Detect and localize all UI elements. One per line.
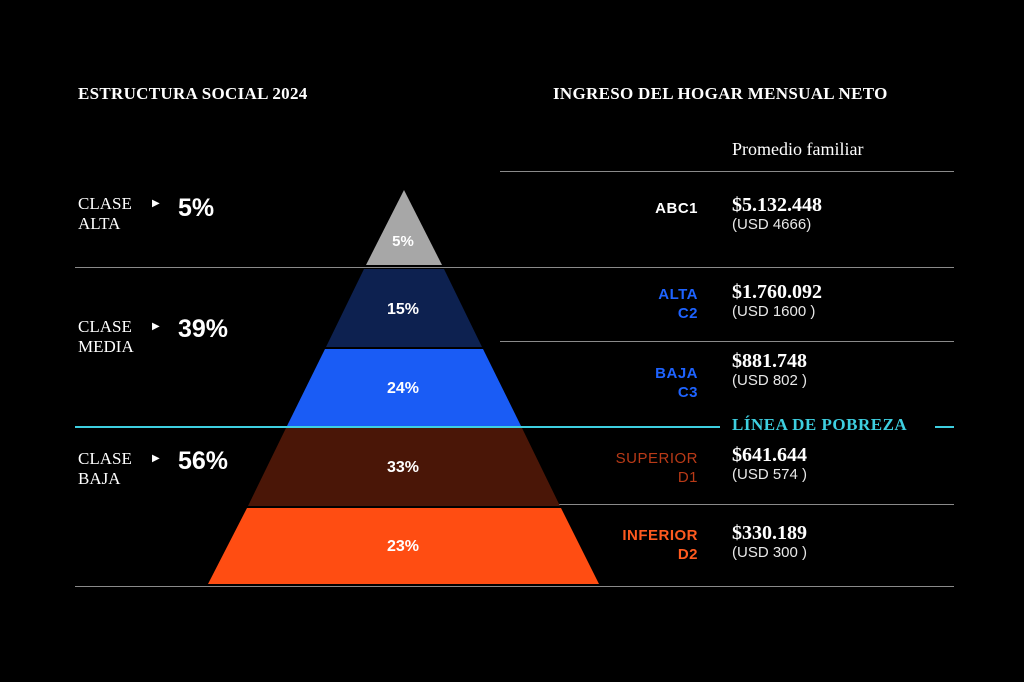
divider-c2-c3 — [500, 341, 954, 342]
amount-c2: $1.760.092 — [732, 281, 822, 303]
class-baja-line2: BAJA — [78, 469, 121, 488]
class-alta: CLASE ALTA — [78, 194, 132, 234]
income-row-d1: $641.644 (USD 574 ) — [732, 444, 807, 484]
class-alta-arrow-icon: ▶ — [152, 198, 160, 209]
class-media: CLASE MEDIA — [78, 317, 134, 357]
amount-d1: $641.644 — [732, 444, 807, 466]
usd-abc1: (USD 4666) — [732, 216, 812, 233]
class-baja-arrow-icon: ▶ — [152, 453, 160, 464]
pyramid-segment-c2 — [326, 269, 482, 347]
column-header: Promedio familiar — [732, 139, 864, 159]
amount-abc1: $5.132.448 — [732, 194, 822, 216]
poverty-line-tail — [935, 426, 954, 428]
tier-d2-line1: INFERIOR — [622, 527, 698, 544]
tier-c3: BAJA C3 — [578, 364, 698, 402]
tier-c2-line2: C2 — [677, 305, 698, 322]
pyramid-segment-d2 — [208, 508, 599, 584]
tier-d2: INFERIOR D2 — [578, 526, 698, 564]
pyramid-label-c3: 24% — [387, 380, 419, 397]
usd-d2: (USD 300 ) — [732, 544, 808, 561]
usd-d1: (USD 574 ) — [732, 466, 808, 483]
divider-top — [500, 171, 954, 172]
tier-d1-line2: D1 — [677, 469, 698, 486]
tier-c2: ALTA C2 — [578, 285, 698, 323]
divider-d1-d2 — [500, 504, 954, 505]
pyramid-segment-d1 — [248, 428, 560, 506]
income-row-abc1: $5.132.448 (USD 4666) — [732, 194, 822, 234]
amount-c3: $881.748 — [732, 350, 807, 372]
income-row-d2: $330.189 (USD 300 ) — [732, 522, 807, 562]
tier-abc1-label: ABC1 — [655, 200, 698, 217]
pyramid-label-d2: 23% — [387, 538, 419, 555]
usd-c3: (USD 802 ) — [732, 372, 808, 389]
class-baja: CLASE BAJA — [78, 449, 132, 489]
poverty-line-label: LÍNEA DE POBREZA — [732, 415, 908, 434]
class-baja-line1: CLASE — [78, 449, 132, 468]
poverty-line — [75, 426, 720, 428]
pyramid-label-d1: 33% — [387, 459, 419, 476]
income-row-c3: $881.748 (USD 802 ) — [732, 350, 807, 390]
tier-d1-line1: SUPERIOR — [615, 450, 698, 467]
tier-c2-line1: ALTA — [658, 286, 698, 303]
divider-alta-media — [75, 267, 954, 268]
class-media-arrow-icon: ▶ — [152, 321, 160, 332]
tier-abc1: ABC1 — [578, 199, 698, 218]
class-baja-pct: 56% — [178, 447, 229, 475]
income-title: INGRESO DEL HOGAR MENSUAL NETO — [553, 84, 888, 103]
structure-title: ESTRUCTURA SOCIAL 2024 — [78, 84, 308, 103]
pyramid-label-alta: 5% — [392, 233, 414, 250]
class-media-line2: MEDIA — [78, 337, 134, 356]
pyramid-label-c2: 15% — [387, 301, 419, 318]
tier-d1: SUPERIOR D1 — [578, 449, 698, 487]
amount-d2: $330.189 — [732, 522, 807, 544]
class-media-line1: CLASE — [78, 317, 132, 336]
divider-bottom — [75, 586, 954, 587]
income-row-c2: $1.760.092 (USD 1600 ) — [732, 281, 822, 321]
pyramid-segment-c3 — [287, 349, 521, 426]
class-alta-line1: CLASE — [78, 194, 132, 213]
tier-c3-line2: C3 — [677, 384, 698, 401]
class-media-pct: 39% — [178, 315, 229, 343]
tier-d2-line2: D2 — [677, 546, 698, 563]
class-alta-pct: 5% — [178, 194, 215, 222]
tier-c3-line1: BAJA — [655, 365, 698, 382]
pyramid-segment-alta — [366, 190, 442, 265]
usd-c2: (USD 1600 ) — [732, 303, 816, 320]
class-alta-line2: ALTA — [78, 214, 121, 233]
